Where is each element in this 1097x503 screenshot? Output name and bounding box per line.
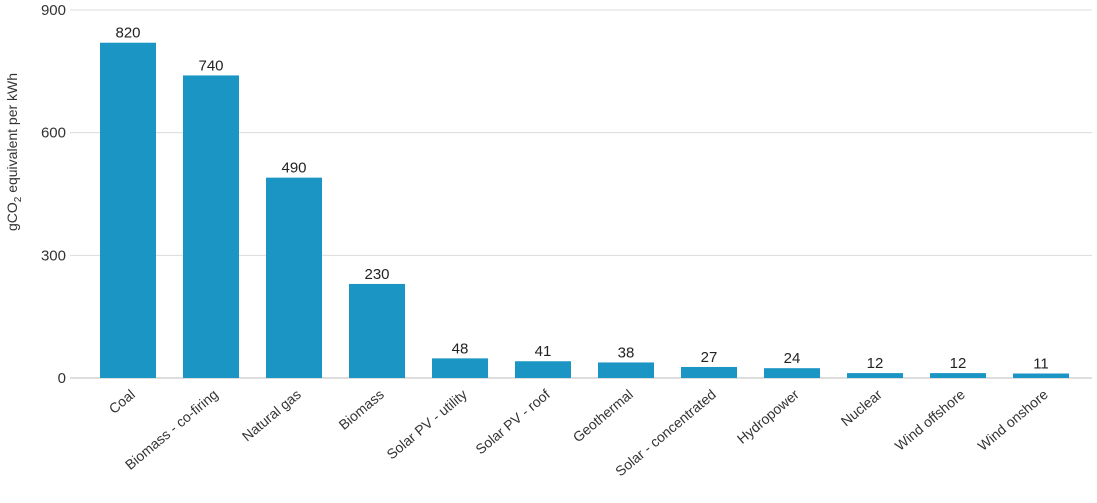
y-tick-label: 300	[41, 247, 66, 264]
data-label: 12	[950, 355, 967, 372]
data-label: 27	[701, 349, 718, 366]
bars	[100, 42, 1069, 378]
gridlines	[70, 9, 1092, 379]
data-label: 38	[618, 344, 635, 361]
bar	[681, 366, 737, 378]
y-tick-label: 0	[58, 370, 66, 387]
x-tick-label: Hydropower	[734, 386, 802, 447]
data-label: 820	[115, 25, 140, 42]
x-tick-label: Wind onshore	[974, 386, 1051, 454]
x-tick-label: Geothermal	[570, 386, 636, 445]
x-tick-label: Wind offshore	[892, 386, 968, 454]
data-label: 12	[867, 355, 884, 372]
y-tick-label: 900	[41, 2, 66, 19]
data-label: 230	[364, 266, 389, 283]
x-tick-label: Solar PV - utility	[383, 386, 470, 462]
bar	[1013, 373, 1069, 378]
bar	[598, 362, 654, 378]
bar	[349, 283, 405, 378]
bar	[183, 75, 239, 378]
bar	[847, 373, 903, 378]
data-label: 24	[784, 350, 801, 367]
data-label: 490	[281, 160, 306, 177]
y-axis-title: gCO2 equivalent per kWh	[4, 73, 24, 231]
x-tick-label: Biomass	[336, 386, 387, 433]
data-label: 11	[1033, 356, 1049, 373]
x-tick-label: Solar PV - roof	[472, 386, 553, 457]
data-label: 740	[198, 57, 223, 74]
data-labels: 820 740 490 230 48 41 38 27 24 12 12 11	[115, 25, 1048, 373]
x-tick-label: Coal	[106, 386, 138, 417]
bar	[266, 177, 322, 378]
y-tick-label: 600	[41, 125, 66, 142]
y-axis-ticks: 0 300 600 900	[41, 2, 66, 387]
bar	[930, 373, 986, 378]
bar	[100, 42, 156, 378]
x-tick-label: Natural gas	[239, 386, 304, 444]
bar	[764, 368, 820, 378]
bar	[515, 361, 571, 378]
data-label: 41	[535, 343, 552, 360]
x-tick-label: Nuclear	[838, 386, 885, 429]
data-label: 48	[452, 340, 469, 357]
bar	[432, 358, 488, 378]
